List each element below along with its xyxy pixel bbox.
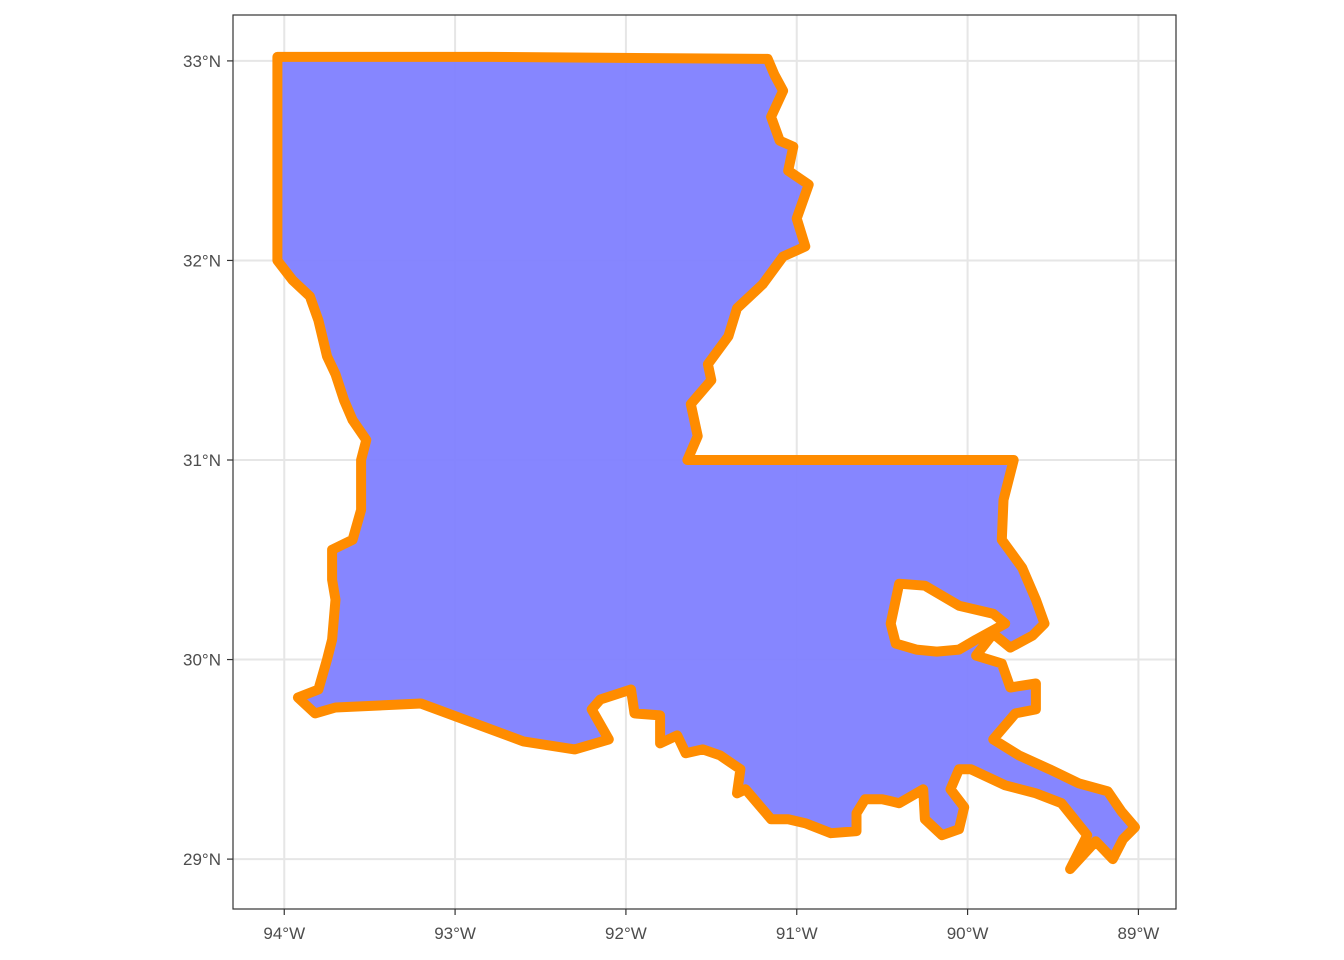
x-tick-label-0: 94°W [263,924,305,943]
x-tick-label-4: 90°W [947,924,989,943]
y-tick-label-2: 31°N [183,451,221,470]
x-axis: 94°W 93°W 92°W 91°W 90°W 89°W [263,909,1159,943]
x-tick-label-5: 89°W [1118,924,1160,943]
y-axis: 33°N 32°N 31°N 30°N 29°N [183,52,233,869]
x-tick-label-1: 93°W [434,924,476,943]
lake-pontchartrain-shape [885,578,1011,657]
louisiana-state-shape [272,51,1140,875]
x-tick-label-3: 91°W [776,924,818,943]
y-tick-label-4: 29°N [183,850,221,869]
y-tick-label-0: 33°N [183,52,221,71]
plot-panel-border [232,14,1177,910]
x-tick-label-2: 92°W [605,924,647,943]
y-tick-label-3: 30°N [183,651,221,670]
y-tick-label-1: 32°N [183,251,221,270]
